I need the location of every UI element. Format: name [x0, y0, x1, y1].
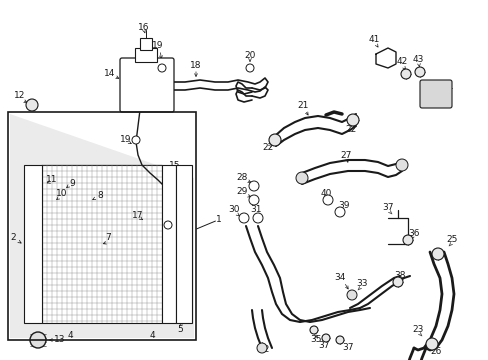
Text: 7: 7 [105, 234, 111, 243]
Text: 14: 14 [104, 68, 116, 77]
Polygon shape [10, 114, 194, 338]
Circle shape [248, 195, 259, 205]
Text: 42: 42 [396, 58, 407, 67]
Text: 33: 33 [356, 279, 367, 288]
Circle shape [245, 64, 253, 72]
Text: 26: 26 [429, 347, 441, 356]
Text: 19: 19 [166, 220, 177, 230]
Bar [140, 38, 152, 50]
Circle shape [158, 64, 165, 72]
Text: 40: 40 [320, 189, 331, 198]
Text: 43: 43 [411, 55, 423, 64]
Circle shape [295, 172, 307, 184]
Bar [176, 165, 192, 323]
Circle shape [334, 207, 345, 217]
Circle shape [395, 159, 407, 171]
Text: 17: 17 [132, 211, 143, 220]
Text: 32: 32 [258, 346, 269, 355]
Text: 22: 22 [345, 126, 356, 135]
Text: 37: 37 [342, 343, 353, 352]
Text: 29: 29 [236, 188, 247, 197]
Text: 30: 30 [228, 206, 239, 215]
Text: 41: 41 [367, 36, 379, 45]
Text: 20: 20 [244, 50, 255, 59]
Text: 9: 9 [69, 179, 75, 188]
Circle shape [335, 336, 343, 344]
Text: 38: 38 [393, 270, 405, 279]
Circle shape [346, 114, 358, 126]
Circle shape [163, 221, 172, 229]
Text: 11: 11 [46, 175, 58, 184]
Bar [8, 112, 196, 340]
Text: 39: 39 [338, 201, 349, 210]
Circle shape [414, 67, 424, 77]
Bar [24, 165, 42, 323]
Text: 10: 10 [56, 189, 68, 198]
Circle shape [248, 181, 259, 191]
Text: 19: 19 [152, 41, 163, 50]
Circle shape [402, 235, 412, 245]
Text: 3: 3 [183, 242, 188, 251]
Text: 4: 4 [149, 332, 155, 341]
Text: 13: 13 [54, 336, 65, 345]
Text: 18: 18 [190, 62, 202, 71]
Circle shape [26, 99, 38, 111]
Text: 44: 44 [442, 84, 453, 93]
Text: 27: 27 [340, 150, 351, 159]
Text: 8: 8 [97, 192, 102, 201]
Text: 12: 12 [14, 91, 26, 100]
Text: 25: 25 [446, 235, 457, 244]
Circle shape [31, 333, 45, 347]
Circle shape [431, 248, 443, 260]
Text: 15: 15 [169, 161, 181, 170]
Text: 5: 5 [177, 325, 183, 334]
Circle shape [239, 213, 248, 223]
Text: 31: 31 [250, 206, 261, 215]
Text: 37: 37 [382, 203, 393, 212]
Circle shape [346, 290, 356, 300]
Circle shape [392, 277, 402, 287]
Text: 21: 21 [297, 102, 308, 111]
Text: 19: 19 [120, 135, 131, 144]
Circle shape [30, 332, 46, 348]
Text: 36: 36 [407, 229, 419, 238]
FancyBboxPatch shape [120, 58, 174, 112]
Text: 22: 22 [262, 144, 273, 153]
Circle shape [257, 343, 266, 353]
Text: 37: 37 [318, 342, 329, 351]
Text: 34: 34 [334, 274, 345, 283]
Text: 4: 4 [67, 332, 73, 341]
Circle shape [268, 134, 281, 146]
Text: 23: 23 [411, 325, 423, 334]
Text: 28: 28 [236, 172, 247, 181]
Text: 2: 2 [10, 233, 21, 243]
Bar [162, 165, 176, 323]
Text: 6: 6 [167, 314, 173, 323]
Circle shape [309, 326, 317, 334]
FancyBboxPatch shape [419, 80, 451, 108]
Text: 1: 1 [216, 216, 222, 225]
Bar [42, 165, 162, 323]
Circle shape [400, 69, 410, 79]
Circle shape [321, 334, 329, 342]
Bar [135, 48, 157, 62]
Circle shape [323, 195, 332, 205]
Circle shape [252, 213, 263, 223]
Text: 35: 35 [309, 336, 321, 345]
Circle shape [132, 136, 140, 144]
Circle shape [425, 338, 437, 350]
Text: 16: 16 [138, 23, 149, 32]
